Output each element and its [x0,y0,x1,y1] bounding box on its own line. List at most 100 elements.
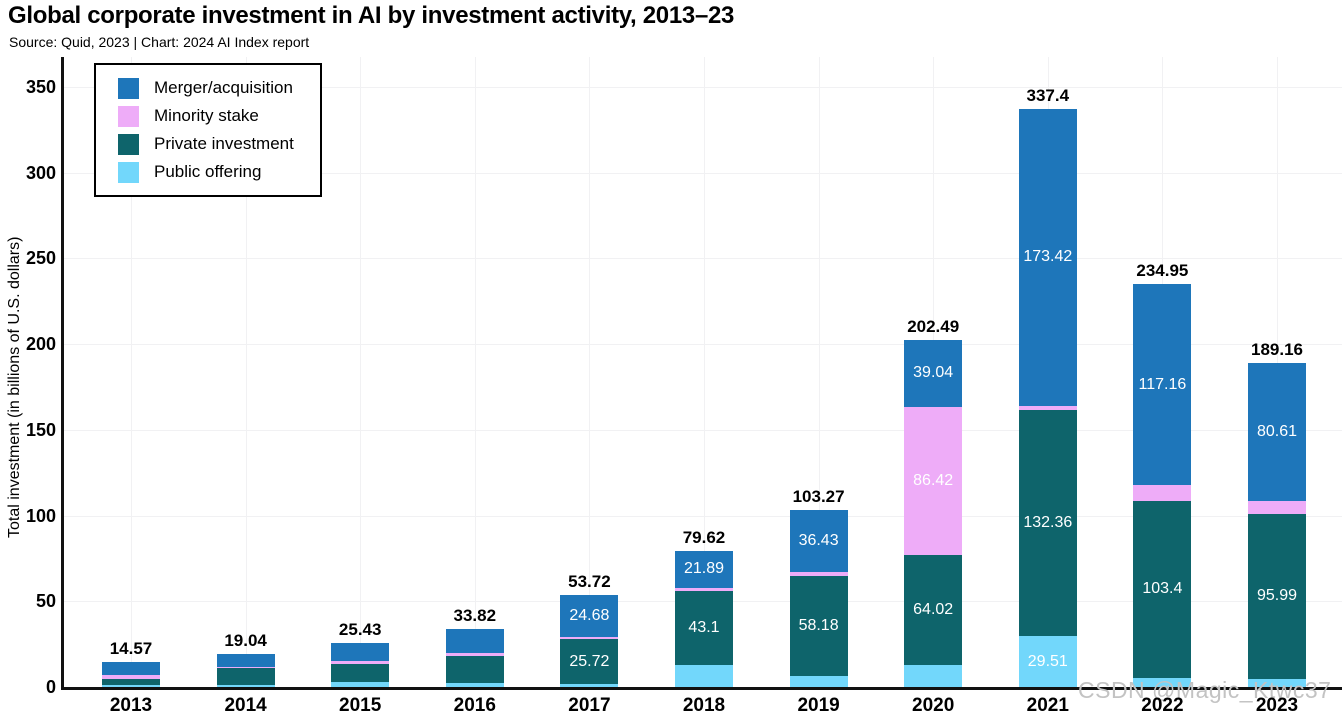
grid-line-vertical [818,57,820,687]
bar-segment-label: 43.1 [688,618,720,636]
bar-segment [1133,677,1192,687]
bar-total-label: 19.04 [224,631,267,651]
bar-segment [216,667,275,669]
legend-label: Public offering [154,162,262,181]
bar-segment-label: 36.43 [798,532,839,550]
bar-segment [789,509,848,573]
legend-swatch-icon [118,105,139,127]
bar-total-label: 202.49 [907,316,960,336]
bar-segment [216,668,275,685]
bar-segment-label: 21.89 [683,560,725,578]
bar-segment [445,652,504,657]
bar-segment [1248,500,1306,514]
x-tick-label: 2021 [1026,695,1069,716]
bar-segment-label: 39.04 [913,364,954,382]
bar-segment [789,572,848,577]
y-tick-label: 0 [45,677,56,697]
bar-segment [789,675,848,687]
y-tick-label: 100 [25,505,56,526]
bar-segment [1133,284,1192,486]
bar-segment [675,664,733,687]
bar-segment [560,594,619,638]
bar-segment [904,339,963,407]
bar-total-label: 79.62 [682,527,726,547]
bar-segment [1248,362,1306,501]
bar-segment [1018,409,1077,637]
bar-segment [1133,500,1192,678]
legend-label: Private investment [154,134,294,153]
legend-swatch-icon [118,133,139,155]
bar-segment [331,682,390,687]
legend-swatch-icon [118,161,139,183]
bar-segment-label: 95.99 [1256,587,1298,605]
bar-segment [675,590,733,665]
bar-segment-label: 103.4 [1142,580,1183,598]
bar-total-label: 14.57 [109,639,153,659]
bar-segment [560,683,619,687]
y-axis-line [61,57,64,690]
bar-total-label: 25.43 [338,620,382,640]
bar-segment [904,664,963,687]
bar-segment [331,664,390,683]
bar-segment-label: 29.51 [1027,652,1068,670]
legend-item: Private investment [96,130,320,158]
bar-total-label: 337.4 [1026,85,1070,105]
legend-swatch-icon [118,77,139,99]
bar-segment [216,684,275,687]
bar-segment-label: 25.72 [569,652,610,670]
bar-segment [1133,485,1192,501]
grid-line-vertical [704,57,705,687]
watermark-text: CSDN @Magic_Ktwc37 [1078,677,1332,703]
bar-segment [1248,678,1306,687]
grid-line-horizontal [62,344,1342,346]
bar-segment [560,639,619,684]
x-tick-label: 2018 [682,695,726,716]
bar-segment [102,662,160,676]
x-tick-label: 2022 [1141,695,1184,716]
grid-line-horizontal [62,87,1342,88]
legend-item: Merger/acquisition [96,74,320,102]
y-tick-label: 350 [25,77,56,97]
y-tick-label: 300 [25,162,56,183]
bar-segment [445,682,504,687]
x-tick-label: 2015 [339,695,382,716]
x-tick-label: 2019 [797,695,840,716]
grid-line-vertical [474,57,476,687]
y-tick-label: 150 [25,419,56,440]
grid-line-vertical [131,57,132,687]
bar-segment [216,654,275,668]
legend-box: Merger/acquisition Minority stake Private … [94,63,322,197]
bar-segment-label: 86.42 [913,471,954,489]
x-tick-label: 2013 [109,695,153,716]
grid-line-horizontal [62,515,1342,517]
x-axis-line [61,687,1342,690]
bar-segment-label: 117.16 [1138,375,1187,393]
bar-segment [331,643,390,661]
legend-label: Minority stake [154,106,259,125]
bar-segment-label: 132.36 [1023,513,1073,531]
y-tick-label: 200 [25,334,56,355]
bar-segment [331,660,390,665]
bar-segment-label: 24.68 [569,607,610,625]
grid-line-horizontal [62,172,1342,174]
bar-total-label: 33.82 [453,606,497,626]
bar-segment [102,675,160,679]
chart-source-caption: Source: Quid, 2023 | Chart: 2024 AI Inde… [9,34,310,50]
bar-segment [102,684,160,687]
y-tick-label: 250 [25,248,56,269]
bar-total-label: 234.95 [1136,261,1189,281]
bar-segment [445,629,504,653]
grid-line-vertical [360,57,362,687]
bar-segment-label: 80.61 [1256,422,1298,440]
bar-segment [904,406,963,555]
bar-segment [1248,513,1306,679]
bar-segment [675,550,733,589]
bar-segment [675,588,733,591]
bar-segment-label: 64.02 [913,600,954,618]
bar-segment-label: 58.18 [798,617,839,635]
x-tick-label: 2023 [1255,695,1299,716]
x-tick-label: 2017 [568,695,611,716]
y-tick-label: 50 [35,591,56,612]
legend-item: Public offering [96,158,320,186]
